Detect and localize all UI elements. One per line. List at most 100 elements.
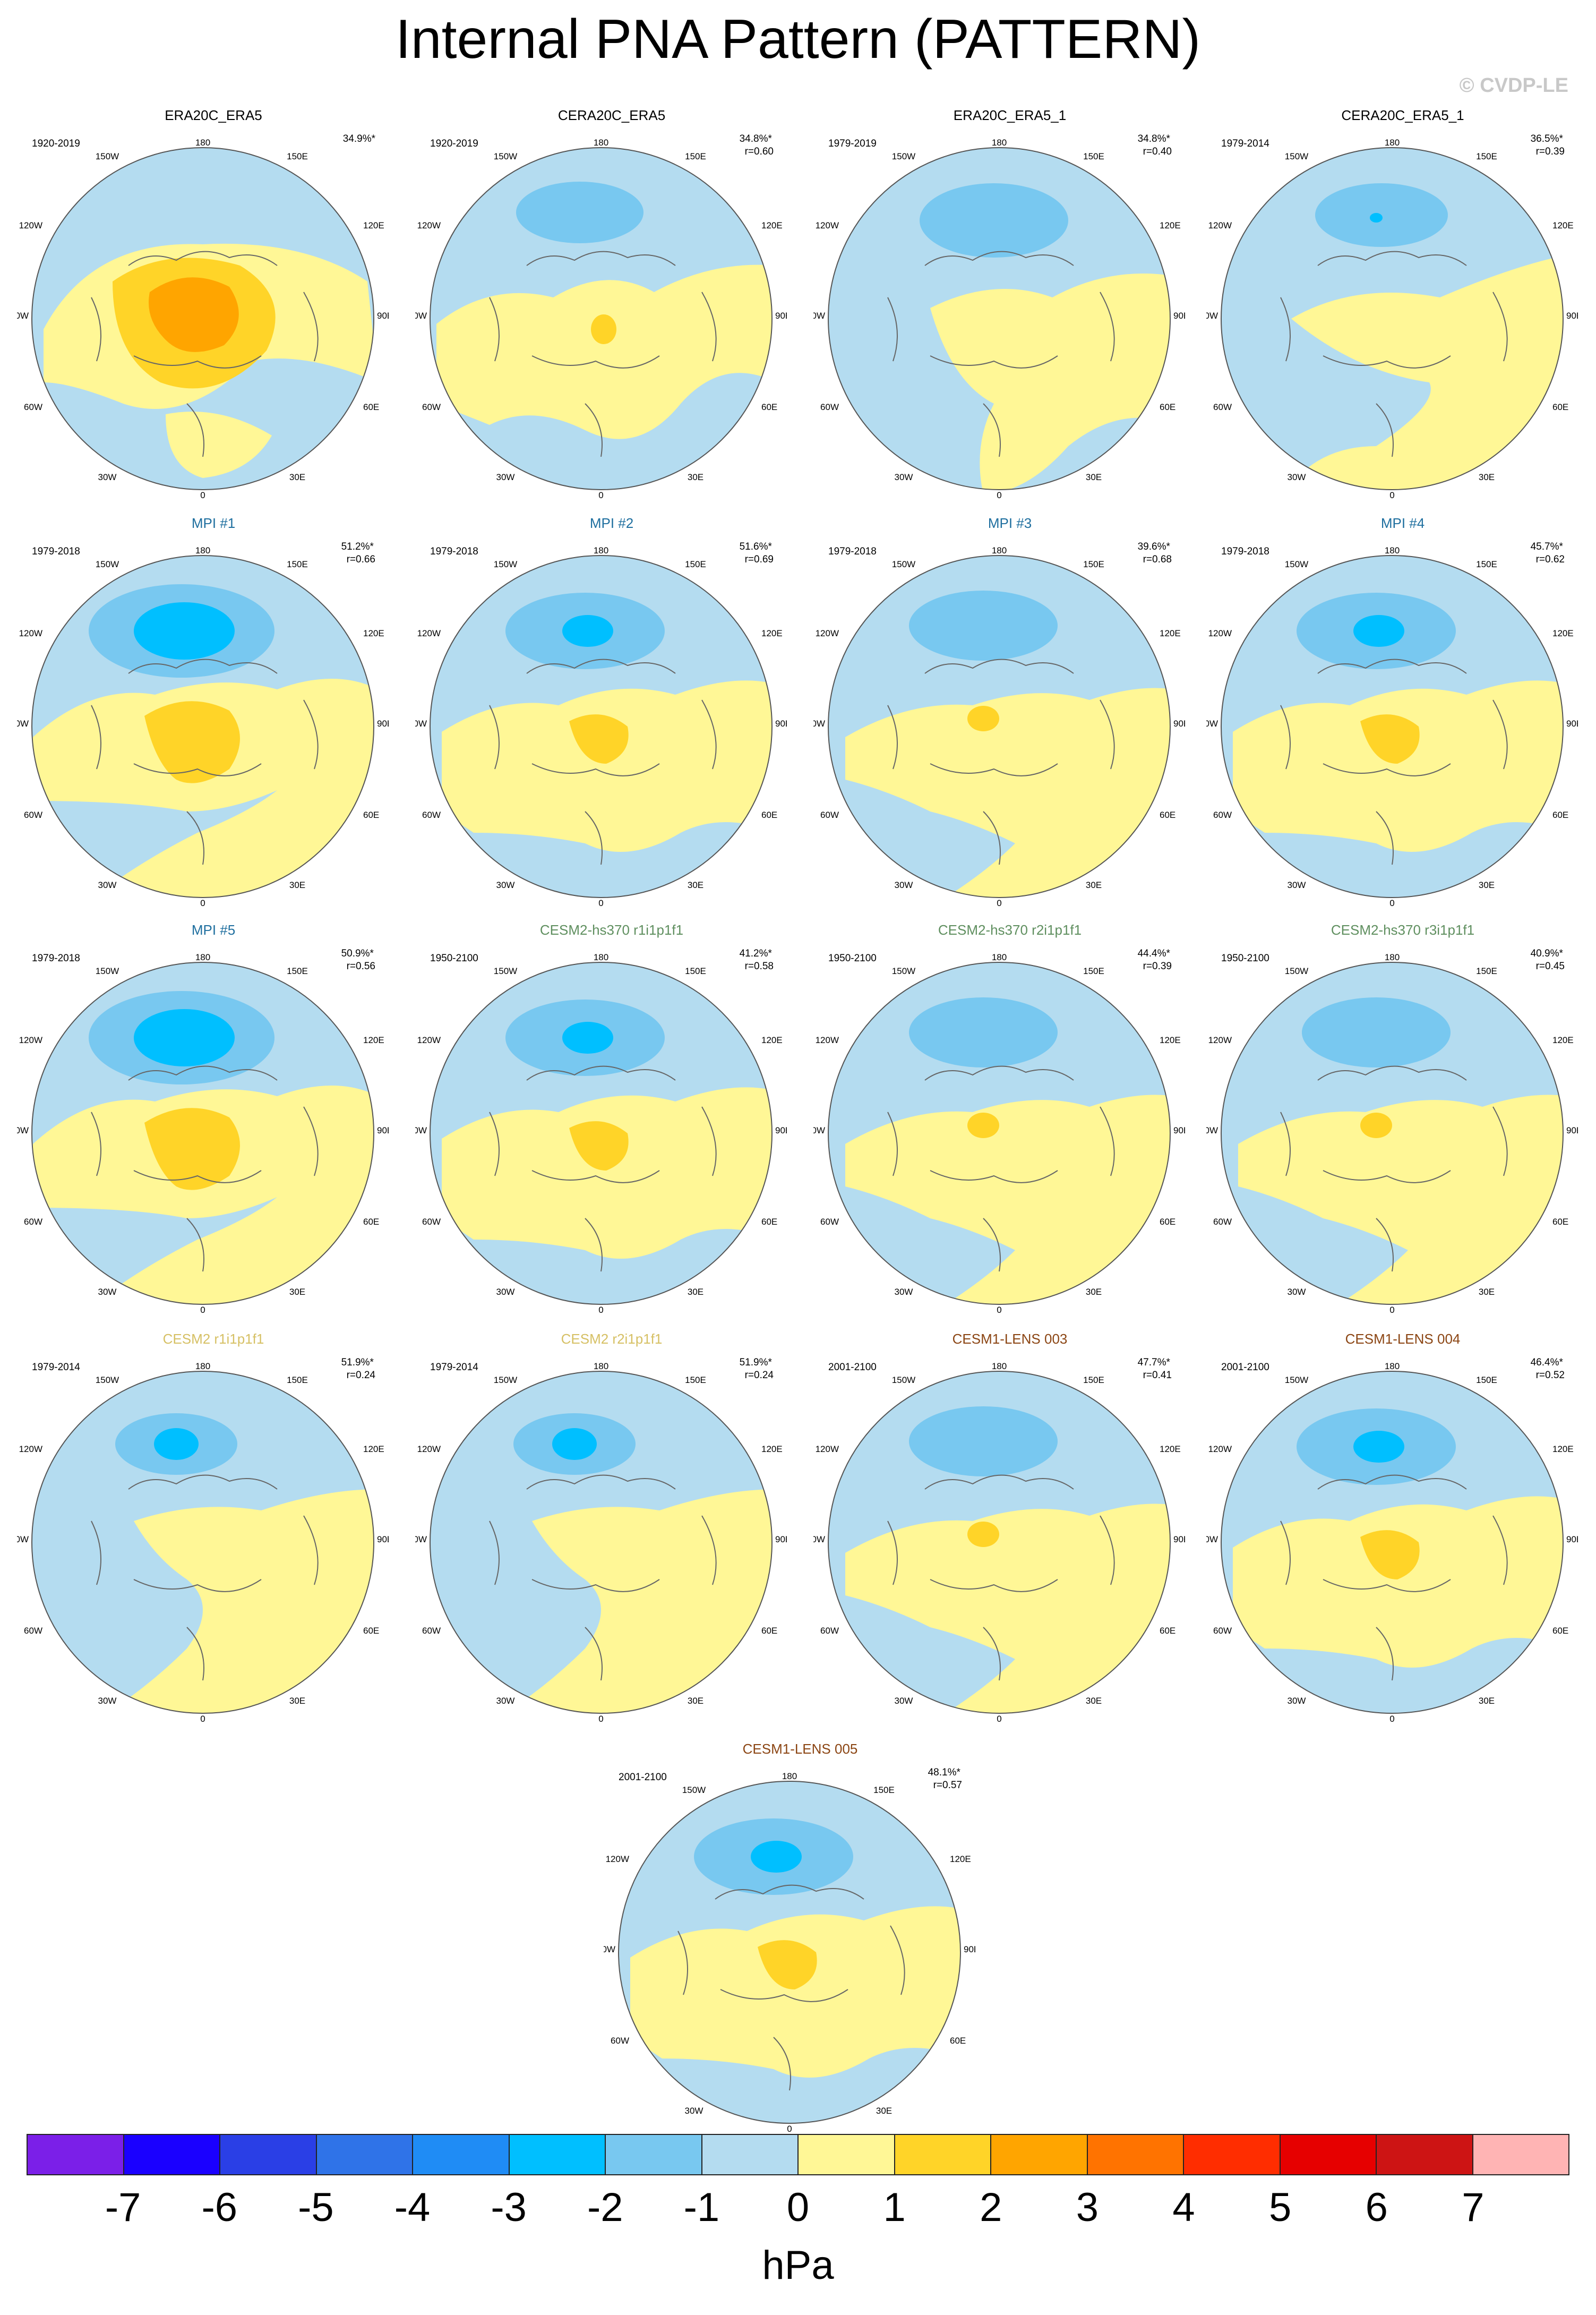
colorbar-swatch (1184, 2135, 1281, 2174)
variance-explained: 40.9%* (1530, 948, 1563, 959)
longitude-label: 90E (1566, 719, 1578, 729)
contour-region (630, 1906, 960, 2078)
longitude-label: 0 (997, 1305, 1001, 1315)
longitude-label: 0 (787, 2124, 792, 2134)
contour-region (144, 701, 240, 783)
variance-explained: 44.4%* (1137, 948, 1170, 959)
contour-region (134, 602, 235, 660)
longitude-label: 150E (1083, 559, 1104, 569)
longitude-label: 180 (594, 1361, 608, 1371)
pattern-correlation: r=0.45 (1535, 961, 1565, 972)
longitude-label: 0 (1389, 490, 1394, 500)
longitude-label: 180 (992, 545, 1007, 556)
longitude-label: 60W (24, 810, 42, 820)
longitude-label: 0 (200, 898, 205, 908)
contour-region (845, 1504, 1170, 1713)
longitude-label: 60W (1213, 810, 1232, 820)
panel-period: 1950-2100 (430, 953, 478, 964)
colorbar-swatch (1087, 2135, 1184, 2174)
longitude-label: 60E (363, 402, 379, 412)
longitude-label: 120W (19, 1035, 42, 1045)
longitude-label: 120W (816, 1035, 839, 1045)
longitude-label: 120W (816, 1444, 839, 1454)
contour-region (751, 1841, 802, 1873)
variance-explained: 51.6%* (739, 541, 772, 552)
colorbar-swatch (316, 2135, 413, 2174)
panel-title: CERA20C_ERA5 (557, 107, 666, 123)
longitude-label: 180 (195, 138, 210, 148)
contour-region (166, 412, 272, 478)
coastline (489, 251, 717, 457)
colorbar-tick-label: -6 (201, 2185, 238, 2230)
longitude-label: 30E (1086, 472, 1102, 482)
contour-region (758, 1940, 817, 1989)
longitude-label: 150W (96, 1375, 119, 1385)
longitude-label: 120E (761, 1035, 783, 1045)
longitude-label: 90W (415, 719, 427, 729)
panel-period: 1979-2014 (32, 1362, 80, 1373)
panel-stats: 51.9%* r=0.24 (341, 1356, 375, 1382)
polar-map: 180 150W 150E 120W 120E 90W 90E 60W 60E 30W 30E 0 (813, 138, 1185, 500)
longitude-label: 180 (594, 545, 608, 556)
credit-watermark: © CVDP-LE (1459, 74, 1568, 97)
longitude-label: 30E (688, 1696, 703, 1706)
map-panel: 180 150W 150E 120W 120E 90W 90E 60W 60E 30W 30E 0 MP… (813, 514, 1196, 908)
longitude-label: 150W (494, 151, 517, 161)
figure-title: Internal PNA Pattern (PATTERN) (395, 8, 1201, 70)
longitude-label: 90W (813, 311, 825, 321)
contour-region (490, 1489, 772, 1713)
pattern-correlation: r=0.68 (1143, 554, 1172, 565)
longitude-label: 150E (685, 966, 706, 976)
panel-title: CERA20C_ERA5_1 (1341, 107, 1464, 123)
panel-stats: 45.7%* r=0.62 (1531, 541, 1565, 566)
colorbar-swatch (1280, 2135, 1377, 2174)
longitude-label: 60W (611, 2036, 629, 2046)
longitude-label: 30E (289, 1696, 305, 1706)
longitude-label: 180 (195, 952, 210, 962)
longitude-label: 120E (363, 1035, 384, 1045)
longitude-label: 90W (813, 1534, 825, 1544)
contour-region (1315, 183, 1448, 247)
longitude-label: 150E (1083, 966, 1104, 976)
polar-map: 180 150W 150E 120W 120E 90W 90E 60W 60E 30W 30E 0 (1206, 1361, 1578, 1724)
contour-region (1302, 997, 1451, 1067)
panel-title: CESM1-LENS 003 (952, 1331, 1068, 1347)
longitude-label: 120W (1208, 1035, 1232, 1045)
longitude-label: 120E (363, 220, 384, 230)
contour-region (154, 1428, 199, 1460)
longitude-label: 60W (422, 1626, 441, 1636)
longitude-label: 30E (688, 1287, 703, 1297)
colorbar-units: hPa (762, 2243, 834, 2288)
colorbar-tick-label: 4 (1172, 2185, 1195, 2230)
longitude-label: 90E (377, 1534, 389, 1544)
longitude-label: 90E (1173, 1534, 1185, 1544)
colorbar-swatch (28, 2135, 124, 2174)
longitude-label: 90W (17, 1125, 29, 1135)
panel-period: 1950-2100 (1221, 953, 1269, 964)
longitude-label: 30W (496, 880, 515, 890)
colorbar-tick-label: 2 (980, 2185, 1002, 2230)
panel-stats: 39.6%* r=0.68 (1138, 541, 1172, 566)
colorbar-swatch (413, 2135, 510, 2174)
longitude-label: 0 (598, 898, 603, 908)
panel-period: 1979-2014 (430, 1362, 478, 1373)
longitude-label: 0 (997, 898, 1001, 908)
polar-map: 180 150W 150E 120W 120E 90W 90E 60W 60E 30W 30E 0 (415, 138, 787, 500)
longitude-label: 60E (1160, 1626, 1175, 1636)
longitude-label: 180 (1385, 952, 1400, 962)
longitude-label: 90W (813, 1125, 825, 1135)
longitude-label: 150W (494, 1375, 517, 1385)
map-border (1221, 147, 1564, 490)
longitude-label: 30W (496, 472, 515, 482)
longitude-label: 150W (494, 559, 517, 569)
longitude-label: 30W (1288, 1696, 1306, 1706)
contour-region (920, 183, 1068, 258)
panel-stats: 50.9%* r=0.56 (341, 947, 375, 973)
longitude-label: 90W (813, 719, 825, 729)
colorbar-tick-label: -5 (298, 2185, 334, 2230)
pattern-correlation: r=0.60 (744, 146, 774, 157)
longitude-label: 90W (17, 311, 29, 321)
pattern-correlation: r=0.69 (744, 554, 774, 565)
map-panel: 180 150W 150E 120W 120E 90W 90E 60W 60E 30W 30E 0 CE… (1206, 106, 1589, 500)
longitude-label: 30W (496, 1696, 515, 1706)
